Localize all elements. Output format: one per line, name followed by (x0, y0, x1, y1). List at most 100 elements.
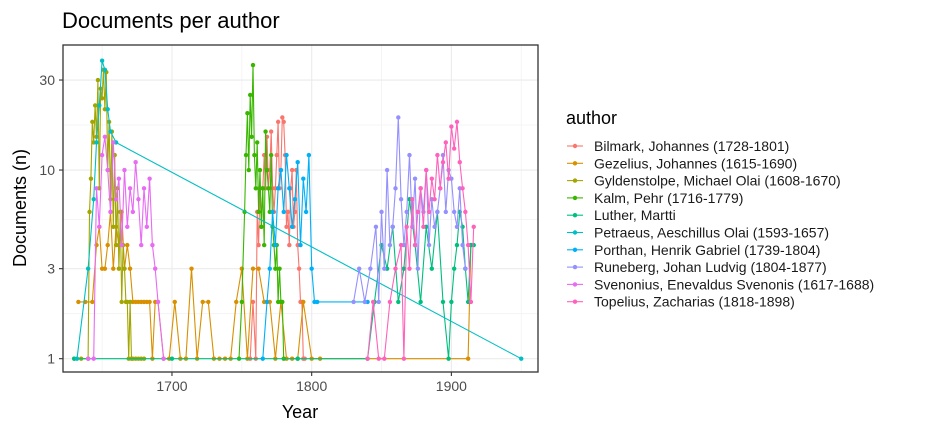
data-point (122, 167, 127, 173)
x-tick-label: 1700 (156, 378, 187, 394)
data-point (295, 160, 300, 165)
series-line (88, 136, 165, 360)
data-point (105, 167, 110, 173)
data-point (278, 167, 284, 173)
y-tick-label: 10 (39, 162, 55, 178)
data-point (147, 176, 152, 181)
data-point (99, 96, 105, 101)
series-layer (71, 58, 524, 361)
data-point (130, 209, 136, 215)
data-point (113, 197, 119, 202)
data-point (85, 356, 91, 361)
data-point (373, 224, 379, 230)
panel (62, 44, 539, 373)
data-point (246, 167, 252, 173)
data-point (438, 186, 443, 191)
data-point (451, 209, 457, 215)
data-point (275, 186, 281, 191)
data-point (393, 186, 398, 191)
data-point (257, 167, 263, 173)
series-9 (365, 119, 476, 361)
legend-key-point (572, 282, 578, 287)
x-tick-label: 1900 (436, 378, 467, 394)
data-point (351, 299, 356, 305)
panel-border (62, 44, 539, 373)
data-point (127, 186, 133, 191)
data-point (264, 167, 270, 173)
data-point (309, 266, 314, 271)
data-point (284, 224, 289, 230)
data-point (401, 356, 407, 361)
data-point (418, 299, 423, 305)
data-point (426, 242, 432, 248)
data-point (87, 209, 92, 215)
data-point (102, 134, 108, 140)
data-point (243, 152, 249, 158)
data-point (97, 103, 102, 108)
legend-label: Petraeus, Aeschillus Olai (1593-1657) (594, 225, 829, 241)
series-line (78, 211, 472, 360)
data-point (111, 140, 116, 145)
data-point (460, 224, 465, 230)
legend-item: Topelius, Zacharias (1818-1898) (567, 294, 795, 310)
data-point (169, 356, 175, 361)
data-point (88, 176, 94, 181)
data-point (415, 266, 421, 271)
data-point (382, 266, 387, 271)
data-point (410, 197, 415, 202)
data-point (249, 134, 254, 140)
data-point (147, 299, 152, 305)
data-point (259, 224, 264, 230)
data-point (144, 224, 150, 230)
data-point (301, 176, 306, 181)
data-point (268, 129, 274, 134)
data-point (102, 67, 108, 72)
data-point (111, 266, 116, 271)
data-point (248, 92, 253, 98)
data-point (127, 299, 133, 305)
data-point (113, 242, 119, 248)
data-point (407, 266, 412, 271)
data-point (365, 356, 370, 361)
data-point (426, 209, 432, 215)
legend-items: Bilmark, Johannes (1728-1801)Gezelius, J… (567, 138, 874, 310)
data-point (108, 129, 113, 134)
data-point (396, 299, 401, 305)
data-point (260, 186, 265, 191)
data-point (412, 176, 418, 181)
data-point (281, 119, 286, 125)
data-point (404, 224, 409, 230)
data-point (274, 152, 279, 158)
legend-item: Petraeus, Aeschillus Olai (1593-1657) (567, 225, 829, 241)
data-point (396, 115, 401, 120)
data-point (446, 176, 451, 181)
data-point (102, 266, 108, 271)
x-tick-label: 1800 (296, 378, 327, 394)
data-point (108, 209, 113, 215)
legend-label: Bilmark, Johannes (1728-1801) (594, 138, 789, 154)
x-axis-title: Year (282, 402, 318, 422)
legend-label: Gezelius, Johannes (1615-1690) (594, 155, 797, 171)
data-point (398, 197, 404, 202)
data-point (449, 299, 454, 305)
data-point (471, 224, 476, 230)
data-point (90, 299, 95, 305)
data-point (306, 152, 312, 158)
data-point (404, 209, 409, 215)
data-point (250, 299, 256, 305)
data-point (287, 186, 292, 191)
data-point (315, 299, 320, 305)
data-point (398, 242, 404, 248)
legend-label: Gyldenstolpe, Michael Olai (1608-1670) (594, 173, 841, 189)
legend-item: Svenonius, Enevaldus Svenonis (1617-1688… (567, 276, 874, 292)
y-axis-title: Documents (n) (10, 149, 30, 267)
data-point (99, 152, 105, 158)
data-point (261, 242, 267, 248)
data-point (449, 124, 454, 129)
data-point (119, 242, 124, 248)
data-point (76, 299, 81, 305)
data-point (429, 176, 435, 181)
data-point (370, 299, 376, 305)
data-point (281, 209, 286, 215)
